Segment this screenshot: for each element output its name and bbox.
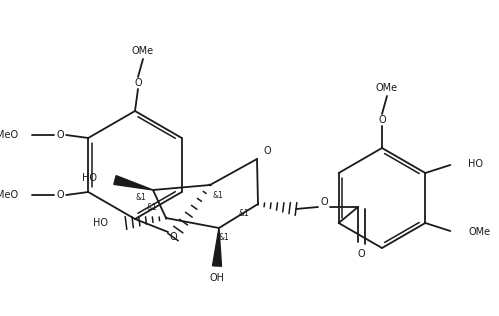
Text: HO: HO: [93, 218, 108, 228]
Text: HO: HO: [468, 159, 484, 169]
Text: OMe: OMe: [376, 83, 398, 93]
Text: &1: &1: [147, 204, 157, 212]
Text: O: O: [357, 249, 365, 259]
Text: &1: &1: [239, 210, 250, 218]
Polygon shape: [213, 228, 222, 266]
Text: O: O: [378, 115, 386, 125]
Text: &1: &1: [136, 193, 146, 203]
Text: O: O: [320, 197, 328, 207]
Text: O: O: [263, 146, 271, 156]
Text: MeO: MeO: [0, 130, 18, 140]
Text: MeO: MeO: [0, 190, 18, 200]
Text: HO: HO: [82, 173, 97, 183]
Text: &1: &1: [213, 191, 224, 199]
Text: O: O: [56, 130, 64, 140]
Text: O: O: [169, 232, 177, 242]
Text: OMe: OMe: [468, 227, 491, 237]
Text: &1: &1: [219, 234, 230, 242]
Text: O: O: [56, 190, 64, 200]
Text: OH: OH: [210, 273, 225, 283]
Polygon shape: [114, 176, 153, 190]
Text: O: O: [134, 78, 142, 88]
Text: OMe: OMe: [132, 46, 154, 56]
